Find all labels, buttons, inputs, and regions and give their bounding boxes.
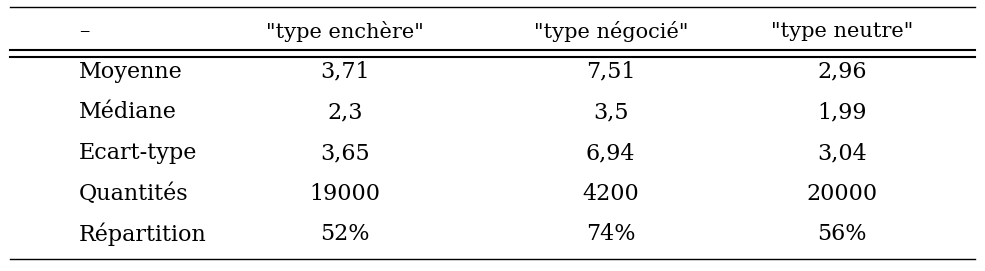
Text: 19000: 19000 [309, 183, 380, 205]
Text: 52%: 52% [320, 223, 369, 246]
Text: Moyenne: Moyenne [79, 61, 182, 83]
Text: 3,65: 3,65 [320, 142, 369, 164]
Text: 1,99: 1,99 [818, 101, 867, 124]
Text: 3,04: 3,04 [818, 142, 867, 164]
Text: "type enchère": "type enchère" [266, 21, 424, 42]
Text: Répartition: Répartition [79, 223, 207, 246]
Text: 3,71: 3,71 [320, 61, 369, 83]
Text: 74%: 74% [586, 223, 635, 246]
Text: "type neutre": "type neutre" [771, 22, 913, 41]
Text: Quantités: Quantités [79, 183, 188, 205]
Text: 56%: 56% [818, 223, 867, 246]
Text: 4200: 4200 [582, 183, 639, 205]
Text: 7,51: 7,51 [586, 61, 635, 83]
Text: Ecart-type: Ecart-type [79, 142, 197, 164]
Text: 2,3: 2,3 [327, 101, 362, 124]
Text: 6,94: 6,94 [586, 142, 635, 164]
Text: –: – [79, 22, 90, 41]
Text: 2,96: 2,96 [818, 61, 867, 83]
Text: 3,5: 3,5 [593, 101, 628, 124]
Text: "type négocié": "type négocié" [534, 21, 688, 42]
Text: 20000: 20000 [807, 183, 878, 205]
Text: Médiane: Médiane [79, 101, 176, 124]
